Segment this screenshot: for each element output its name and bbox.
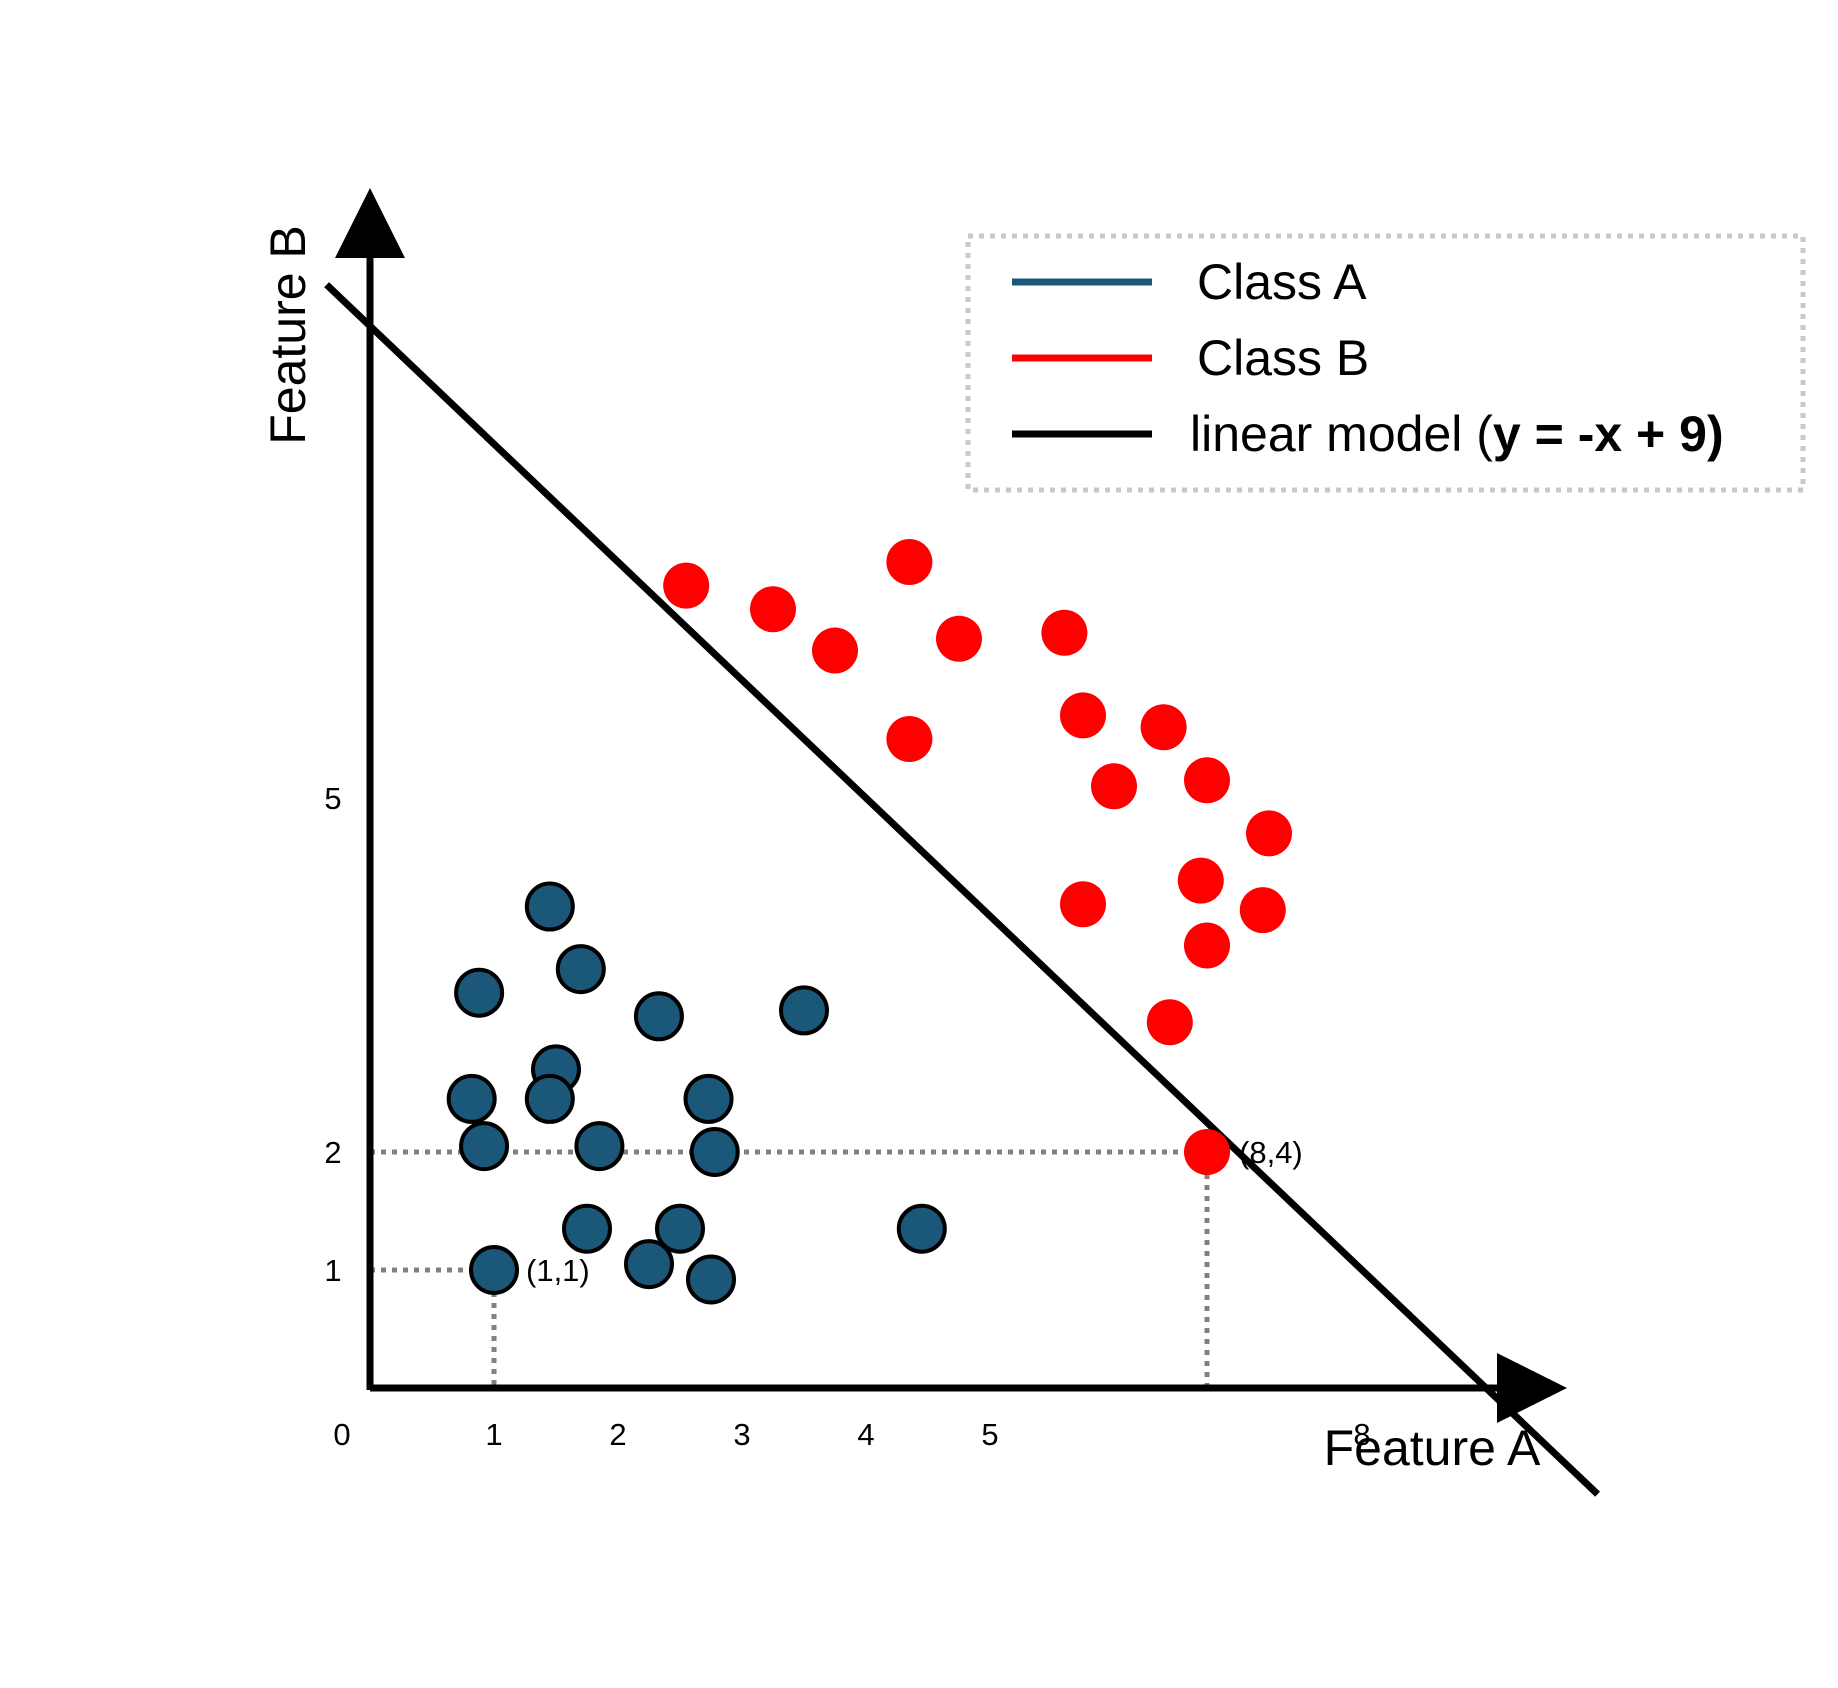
class-a-point <box>524 881 575 932</box>
y-tick-labels: 1 2 5 <box>324 781 341 1288</box>
legend-box <box>965 233 1806 493</box>
class-a-point <box>896 1203 947 1254</box>
class-b-point <box>1060 692 1106 739</box>
class-b-point <box>1091 763 1137 810</box>
class-b-point <box>1184 757 1230 804</box>
class-a-point <box>689 1127 740 1177</box>
class-b-point <box>812 627 858 674</box>
class-a-point <box>683 1073 734 1124</box>
class-a-point <box>779 985 829 1036</box>
data-points <box>446 539 1292 1305</box>
class-b-point <box>1140 704 1187 751</box>
point-annotation: (8,4) <box>1239 1135 1303 1170</box>
class-a-point <box>686 1254 736 1305</box>
x-tick-label: 8 <box>1353 1417 1370 1452</box>
class-a-point <box>624 1239 674 1290</box>
class-b-point <box>663 562 710 609</box>
point-annotation: (1,1) <box>526 1253 590 1288</box>
class-b-point <box>886 539 933 585</box>
legend-label: Class A <box>1197 254 1367 310</box>
y-tick-label: 5 <box>324 781 341 816</box>
class-b-point <box>1177 857 1224 904</box>
class-b-point <box>1246 810 1292 857</box>
class-a-point <box>524 1073 575 1124</box>
legend-label: linear model (y = -x + 9) <box>1190 406 1724 462</box>
class-b-point <box>1146 999 1193 1046</box>
legend-label: Class B <box>1197 330 1369 386</box>
x-tick-labels: 0 1 2 3 4 5 8 <box>333 1417 1370 1452</box>
x-tick-label: 1 <box>485 1417 502 1452</box>
x-axis-title: Feature A <box>1324 1420 1541 1476</box>
class-b-point <box>1041 609 1088 656</box>
class-a-point <box>633 991 684 1042</box>
class-a-point <box>446 1073 497 1124</box>
class-a-point <box>555 944 606 995</box>
class-b-point <box>1184 922 1230 969</box>
class-b-point <box>886 716 933 762</box>
class-a-point <box>454 967 505 1018</box>
x-tick-label: 4 <box>857 1417 874 1452</box>
legend-entries: Class A Class B linear model (y = -x + 9) <box>1012 254 1724 462</box>
y-tick-label: 1 <box>324 1253 341 1288</box>
class-a-point <box>655 1203 705 1254</box>
point-annotations: (1,1) (8,4) <box>526 1135 1303 1288</box>
linear-model-line <box>324 282 1601 1497</box>
class-a-point <box>574 1121 625 1172</box>
x-tick-label: 3 <box>733 1417 750 1452</box>
class-b-point <box>1239 887 1286 934</box>
model-line <box>324 282 1601 1497</box>
class-a-point <box>459 1121 510 1172</box>
class-b-point <box>936 615 982 662</box>
x-tick-label: 5 <box>981 1417 998 1452</box>
y-tick-label: 2 <box>324 1135 341 1170</box>
x-tick-label: 0 <box>333 1417 350 1452</box>
y-axis-title: Feature B <box>260 225 316 445</box>
legend: Class A Class B linear model (y = -x + 9) <box>965 233 1806 493</box>
class-a-point <box>562 1203 612 1254</box>
x-tick-label: 2 <box>609 1417 626 1452</box>
class-b-point <box>1184 1129 1230 1175</box>
class-b-point <box>1060 881 1106 928</box>
class-b-point <box>750 586 796 633</box>
class-a-point <box>469 1245 519 1295</box>
